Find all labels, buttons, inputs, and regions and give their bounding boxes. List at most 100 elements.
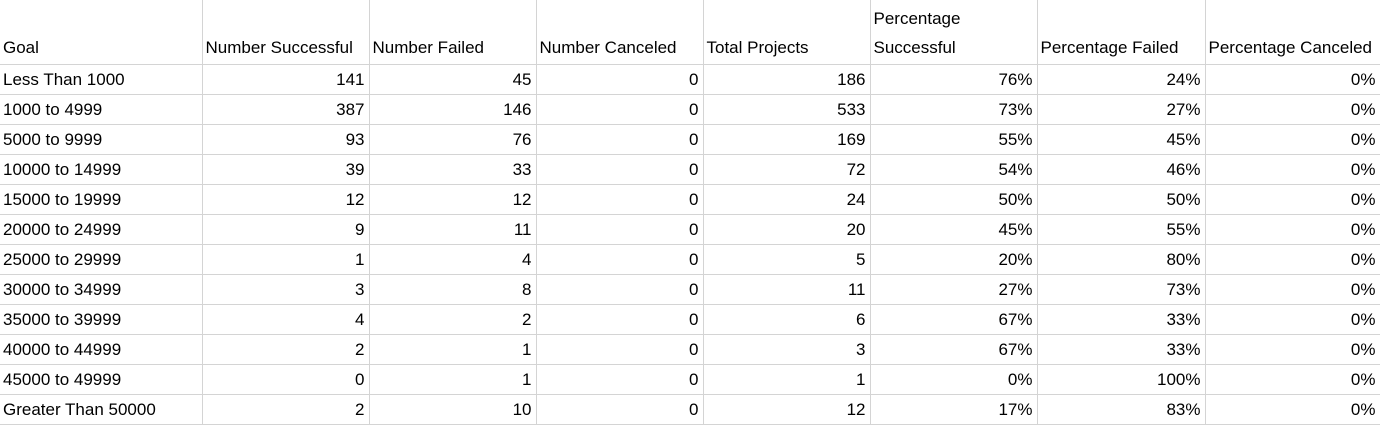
number-successful-cell[interactable]: 4 bbox=[202, 304, 370, 335]
percentage-canceled-cell[interactable]: 0% bbox=[1205, 214, 1380, 245]
goal-cell[interactable]: Greater Than 50000 bbox=[0, 394, 203, 425]
goal-cell[interactable]: 30000 to 34999 bbox=[0, 274, 203, 305]
header-percentage-canceled[interactable]: Percentage Canceled bbox=[1205, 0, 1380, 65]
number-failed-cell[interactable]: 33 bbox=[369, 154, 537, 185]
number-failed-cell[interactable]: 4 bbox=[369, 244, 537, 275]
percentage-failed-cell[interactable]: 24% bbox=[1037, 64, 1206, 95]
percentage-failed-cell[interactable]: 100% bbox=[1037, 364, 1206, 395]
header-number-successful[interactable]: Number Successful bbox=[202, 0, 370, 65]
number-successful-cell[interactable]: 39 bbox=[202, 154, 370, 185]
percentage-canceled-cell[interactable]: 0% bbox=[1205, 334, 1380, 365]
percentage-failed-cell[interactable]: 80% bbox=[1037, 244, 1206, 275]
number-canceled-cell[interactable]: 0 bbox=[536, 304, 704, 335]
number-canceled-cell[interactable]: 0 bbox=[536, 124, 704, 155]
header-total-projects[interactable]: Total Projects bbox=[703, 0, 871, 65]
number-successful-cell[interactable]: 93 bbox=[202, 124, 370, 155]
goal-cell[interactable]: 15000 to 19999 bbox=[0, 184, 203, 215]
total-projects-cell[interactable]: 24 bbox=[703, 184, 871, 215]
percentage-failed-cell[interactable]: 46% bbox=[1037, 154, 1206, 185]
total-projects-cell[interactable]: 5 bbox=[703, 244, 871, 275]
header-number-canceled[interactable]: Number Canceled bbox=[536, 0, 704, 65]
percentage-successful-cell[interactable]: 54% bbox=[870, 154, 1038, 185]
percentage-failed-cell[interactable]: 33% bbox=[1037, 334, 1206, 365]
goal-cell[interactable]: 5000 to 9999 bbox=[0, 124, 203, 155]
goal-cell[interactable]: 45000 to 49999 bbox=[0, 364, 203, 395]
number-failed-cell[interactable]: 1 bbox=[369, 334, 537, 365]
total-projects-cell[interactable]: 186 bbox=[703, 64, 871, 95]
percentage-canceled-cell[interactable]: 0% bbox=[1205, 244, 1380, 275]
percentage-canceled-cell[interactable]: 0% bbox=[1205, 184, 1380, 215]
percentage-failed-cell[interactable]: 83% bbox=[1037, 394, 1206, 425]
number-canceled-cell[interactable]: 0 bbox=[536, 244, 704, 275]
number-canceled-cell[interactable]: 0 bbox=[536, 154, 704, 185]
number-successful-cell[interactable]: 12 bbox=[202, 184, 370, 215]
number-successful-cell[interactable]: 387 bbox=[202, 94, 370, 125]
percentage-failed-cell[interactable]: 45% bbox=[1037, 124, 1206, 155]
number-successful-cell[interactable]: 141 bbox=[202, 64, 370, 95]
goal-cell[interactable]: 20000 to 24999 bbox=[0, 214, 203, 245]
percentage-canceled-cell[interactable]: 0% bbox=[1205, 64, 1380, 95]
number-successful-cell[interactable]: 2 bbox=[202, 394, 370, 425]
number-failed-cell[interactable]: 146 bbox=[369, 94, 537, 125]
number-successful-cell[interactable]: 1 bbox=[202, 244, 370, 275]
percentage-successful-cell[interactable]: 0% bbox=[870, 364, 1038, 395]
total-projects-cell[interactable]: 72 bbox=[703, 154, 871, 185]
total-projects-cell[interactable]: 1 bbox=[703, 364, 871, 395]
number-failed-cell[interactable]: 8 bbox=[369, 274, 537, 305]
total-projects-cell[interactable]: 169 bbox=[703, 124, 871, 155]
number-canceled-cell[interactable]: 0 bbox=[536, 94, 704, 125]
total-projects-cell[interactable]: 12 bbox=[703, 394, 871, 425]
header-percentage-successful[interactable]: Percentage Successful bbox=[870, 0, 1038, 65]
goal-cell[interactable]: Less Than 1000 bbox=[0, 64, 203, 95]
percentage-successful-cell[interactable]: 73% bbox=[870, 94, 1038, 125]
number-failed-cell[interactable]: 11 bbox=[369, 214, 537, 245]
percentage-successful-cell[interactable]: 27% bbox=[870, 274, 1038, 305]
number-successful-cell[interactable]: 3 bbox=[202, 274, 370, 305]
goal-cell[interactable]: 1000 to 4999 bbox=[0, 94, 203, 125]
percentage-successful-cell[interactable]: 45% bbox=[870, 214, 1038, 245]
percentage-failed-cell[interactable]: 27% bbox=[1037, 94, 1206, 125]
percentage-canceled-cell[interactable]: 0% bbox=[1205, 154, 1380, 185]
percentage-canceled-cell[interactable]: 0% bbox=[1205, 94, 1380, 125]
number-failed-cell[interactable]: 76 bbox=[369, 124, 537, 155]
number-successful-cell[interactable]: 9 bbox=[202, 214, 370, 245]
percentage-successful-cell[interactable]: 76% bbox=[870, 64, 1038, 95]
goal-cell[interactable]: 10000 to 14999 bbox=[0, 154, 203, 185]
number-canceled-cell[interactable]: 0 bbox=[536, 214, 704, 245]
percentage-canceled-cell[interactable]: 0% bbox=[1205, 394, 1380, 425]
total-projects-cell[interactable]: 11 bbox=[703, 274, 871, 305]
percentage-canceled-cell[interactable]: 0% bbox=[1205, 304, 1380, 335]
number-canceled-cell[interactable]: 0 bbox=[536, 394, 704, 425]
header-percentage-failed[interactable]: Percentage Failed bbox=[1037, 0, 1206, 65]
percentage-canceled-cell[interactable]: 0% bbox=[1205, 124, 1380, 155]
percentage-failed-cell[interactable]: 73% bbox=[1037, 274, 1206, 305]
percentage-canceled-cell[interactable]: 0% bbox=[1205, 364, 1380, 395]
number-successful-cell[interactable]: 0 bbox=[202, 364, 370, 395]
number-failed-cell[interactable]: 2 bbox=[369, 304, 537, 335]
percentage-successful-cell[interactable]: 67% bbox=[870, 334, 1038, 365]
percentage-successful-cell[interactable]: 20% bbox=[870, 244, 1038, 275]
total-projects-cell[interactable]: 6 bbox=[703, 304, 871, 335]
percentage-failed-cell[interactable]: 55% bbox=[1037, 214, 1206, 245]
number-successful-cell[interactable]: 2 bbox=[202, 334, 370, 365]
goal-cell[interactable]: 40000 to 44999 bbox=[0, 334, 203, 365]
total-projects-cell[interactable]: 533 bbox=[703, 94, 871, 125]
number-failed-cell[interactable]: 45 bbox=[369, 64, 537, 95]
number-canceled-cell[interactable]: 0 bbox=[536, 184, 704, 215]
percentage-failed-cell[interactable]: 33% bbox=[1037, 304, 1206, 335]
number-canceled-cell[interactable]: 0 bbox=[536, 64, 704, 95]
percentage-successful-cell[interactable]: 55% bbox=[870, 124, 1038, 155]
total-projects-cell[interactable]: 20 bbox=[703, 214, 871, 245]
number-canceled-cell[interactable]: 0 bbox=[536, 334, 704, 365]
total-projects-cell[interactable]: 3 bbox=[703, 334, 871, 365]
percentage-successful-cell[interactable]: 17% bbox=[870, 394, 1038, 425]
percentage-canceled-cell[interactable]: 0% bbox=[1205, 274, 1380, 305]
header-number-failed[interactable]: Number Failed bbox=[369, 0, 537, 65]
number-failed-cell[interactable]: 1 bbox=[369, 364, 537, 395]
header-goal[interactable]: Goal bbox=[0, 0, 203, 65]
percentage-successful-cell[interactable]: 67% bbox=[870, 304, 1038, 335]
number-canceled-cell[interactable]: 0 bbox=[536, 364, 704, 395]
goal-cell[interactable]: 25000 to 29999 bbox=[0, 244, 203, 275]
number-failed-cell[interactable]: 12 bbox=[369, 184, 537, 215]
goal-cell[interactable]: 35000 to 39999 bbox=[0, 304, 203, 335]
